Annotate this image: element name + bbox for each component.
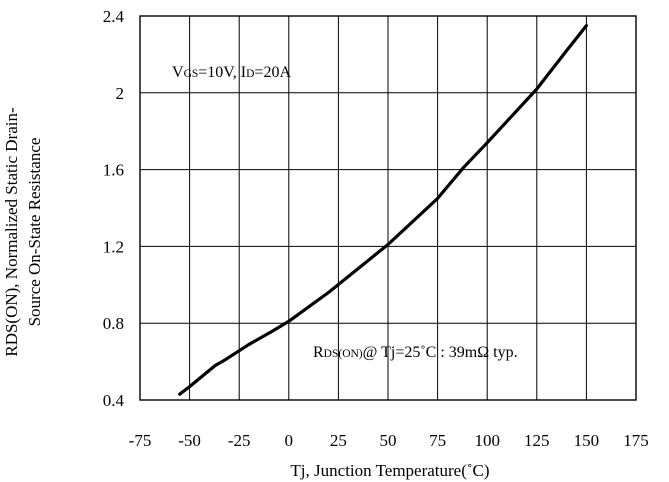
x-axis-ticks: -75 -50 -25 0 25 50 75 100 125 150 175: [129, 431, 649, 450]
x-tick-label: 125: [524, 431, 550, 450]
y-tick-label: 1.2: [103, 237, 124, 256]
y-tick-label: 0.8: [103, 314, 124, 333]
y-tick-label: 0.4: [103, 391, 125, 410]
x-tick-label: 0: [285, 431, 294, 450]
x-tick-label: -25: [228, 431, 251, 450]
y-axis-ticks: 0.4 0.8 1.2 1.6 2 2.4: [103, 7, 125, 410]
conditions-annotation: VGS=10V, ID=20A: [172, 64, 291, 81]
x-tick-label: 100: [474, 431, 500, 450]
x-tick-label: 50: [380, 431, 397, 450]
y-tick-label: 2: [116, 84, 125, 103]
x-tick-label: -75: [129, 431, 152, 450]
y-axis-title-line-2: Source On-State Resistance: [25, 138, 44, 327]
series-line: [178, 24, 589, 396]
series-group: [178, 24, 589, 396]
x-tick-label: 75: [429, 431, 446, 450]
x-axis-title: Tj, Junction Temperature(˚C): [290, 461, 489, 480]
y-axis-title-line-1: RDS(ON), Normalized Static Drain-: [2, 107, 21, 357]
plot-frame: [139, 15, 637, 401]
grid-lines: [140, 16, 636, 400]
x-tick-label: -50: [178, 431, 201, 450]
typical-value-annotation: RDS(ON)@ Tj=25˚C : 39mΩ typ.: [313, 344, 518, 361]
x-tick-label: 175: [623, 431, 649, 450]
y-tick-label: 1.6: [103, 161, 124, 180]
x-tick-label: 150: [574, 431, 600, 450]
y-tick-label: 2.4: [103, 7, 125, 26]
x-tick-label: 25: [330, 431, 347, 450]
